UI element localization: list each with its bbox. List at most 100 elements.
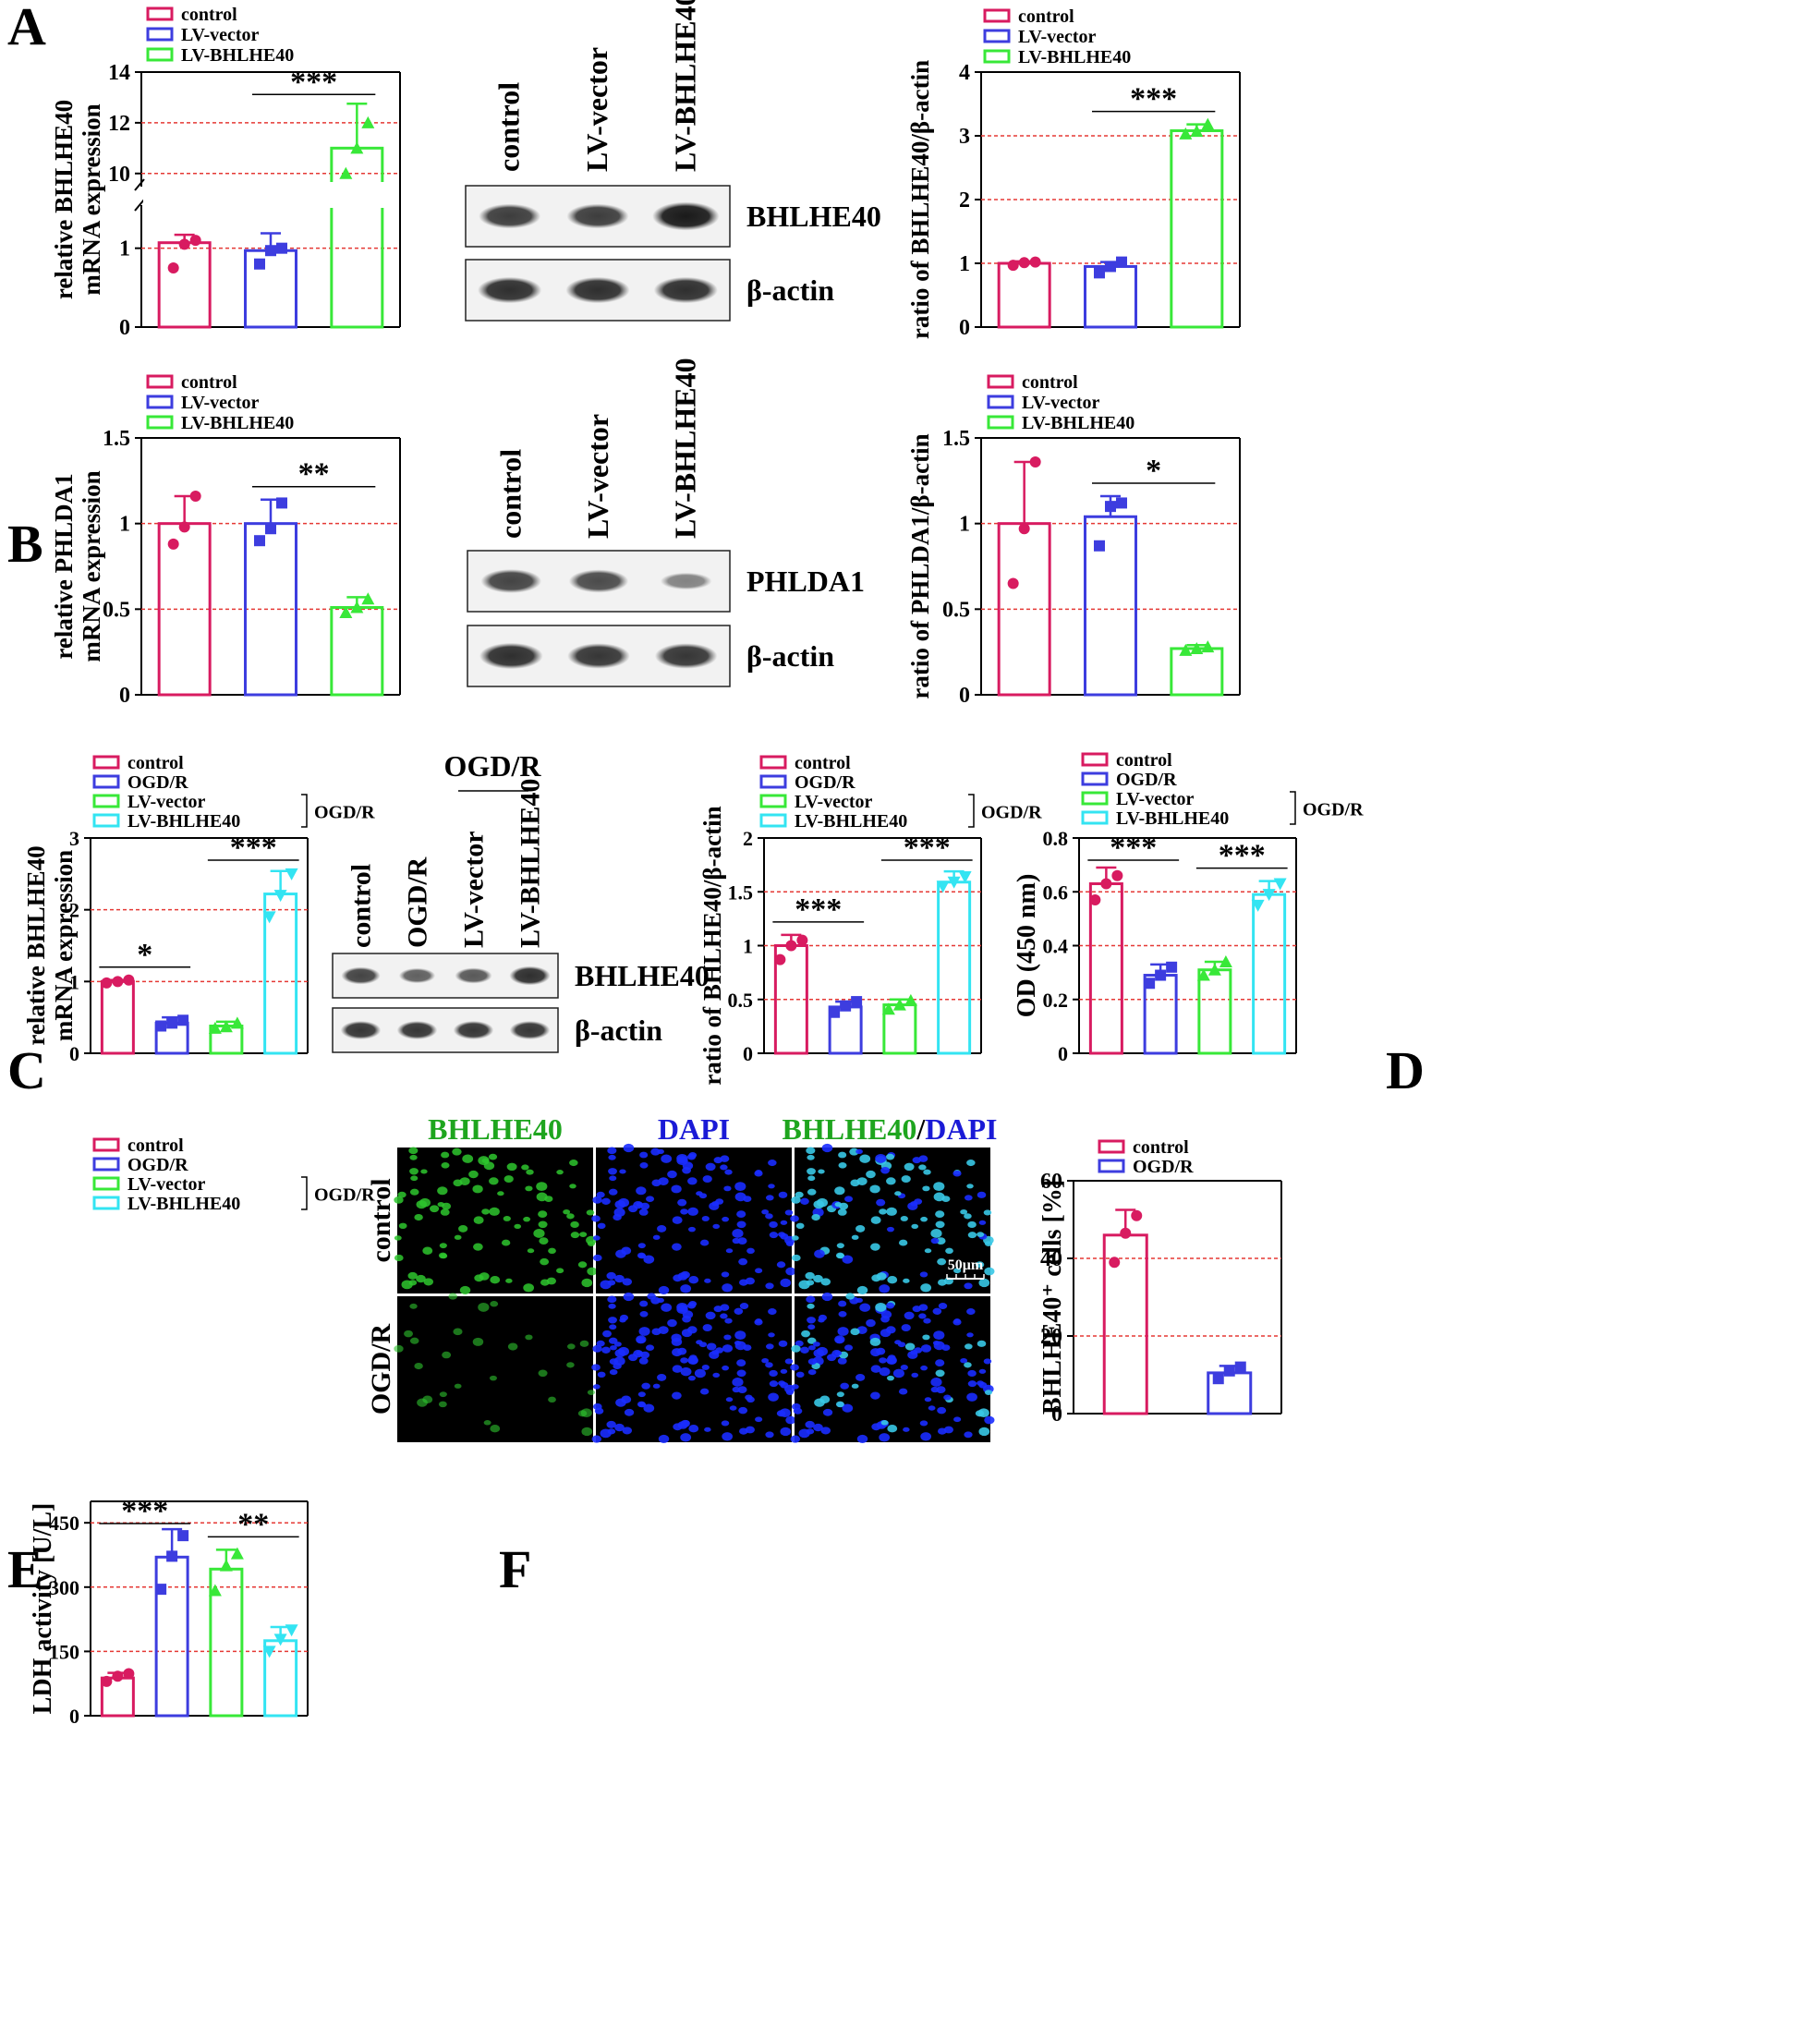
micro-cell: [880, 1329, 892, 1338]
micro-cell: [526, 1169, 534, 1175]
micro-cell: [778, 1340, 788, 1347]
micro-cell: [850, 1179, 860, 1187]
legend-swatch: [1081, 752, 1109, 767]
micro-cell: [738, 1427, 748, 1435]
micro-cell: [876, 1198, 886, 1207]
data-point: [230, 1016, 244, 1029]
legend-label: control: [795, 753, 851, 773]
y-tick-label: 300: [49, 1576, 79, 1599]
y-tick-label: 450: [49, 1512, 79, 1535]
micro-cell: [811, 1213, 820, 1221]
micro-cell: [696, 1340, 703, 1345]
micro-cell: [540, 1257, 550, 1266]
micro-title-part: DAPI: [925, 1112, 997, 1146]
micro-cell: [768, 1160, 777, 1167]
micro-cell: [790, 1364, 799, 1371]
micro-cell: [766, 1343, 774, 1350]
micro-cell: [892, 1368, 904, 1378]
micro-cell: [805, 1420, 815, 1428]
micro-cell: [978, 1278, 990, 1288]
significance-label: *: [137, 938, 152, 972]
micro-cell: [837, 1357, 847, 1365]
legend-bracket-label: OGD/R: [1303, 800, 1364, 820]
micro-cell: [705, 1311, 716, 1320]
micro-cell: [965, 1343, 973, 1350]
micro-cell: [647, 1293, 656, 1300]
micro-cell: [566, 1362, 575, 1368]
scale-bar-label: 50μm: [948, 1257, 984, 1273]
blot-band: [340, 1020, 382, 1040]
micro-cell: [592, 1254, 602, 1262]
bar: [1088, 882, 1123, 1055]
micro-cell: [761, 1208, 770, 1215]
micro-cell: [687, 1207, 698, 1216]
data-point: [166, 1017, 178, 1029]
micro-cell: [722, 1365, 730, 1371]
micro-cell: [676, 1302, 688, 1312]
data-point: [1131, 1209, 1143, 1221]
micro-cell: [414, 1213, 423, 1221]
data-point: [774, 953, 786, 965]
micro-cell: [935, 1210, 945, 1218]
bar: [330, 146, 384, 329]
significance-label: ***: [1130, 82, 1177, 116]
micro-cell: [596, 1191, 605, 1198]
y-tick-label: 14: [108, 61, 130, 85]
legend-label: OGD/R: [795, 772, 855, 793]
micro-cell: [732, 1237, 741, 1245]
micro-cell: [523, 1216, 531, 1222]
micro-cell: [791, 1235, 799, 1241]
micro-cell: [688, 1357, 698, 1365]
micro-cell: [506, 1162, 517, 1172]
micro-cell: [724, 1169, 733, 1175]
data-point: [101, 977, 113, 989]
micro-cell: [736, 1359, 746, 1366]
micro-cell: [687, 1226, 696, 1233]
y-tick-label: 1.5: [103, 427, 130, 451]
micro-cell: [725, 1397, 734, 1403]
micro-cell: [453, 1179, 463, 1187]
micro-cell: [533, 1229, 545, 1238]
micro-cell: [667, 1170, 677, 1179]
axis-break: [134, 178, 145, 191]
micro-cell: [591, 1364, 601, 1371]
micro-cell: [580, 1408, 592, 1418]
micro-background: [397, 1148, 593, 1293]
micro-col-title: DAPI: [658, 1112, 730, 1146]
micro-cell: [887, 1425, 898, 1433]
micro-cell: [837, 1327, 849, 1336]
data-point: [1105, 501, 1116, 513]
blot-band-label: β-actin: [575, 1014, 662, 1047]
micro-cell: [680, 1208, 688, 1215]
micro-cell: [918, 1313, 927, 1319]
micro-cell: [667, 1318, 677, 1328]
y-tick-label: 0: [119, 316, 130, 340]
micro-cell: [652, 1383, 661, 1389]
micro-cell: [591, 1435, 602, 1443]
y-tick-label: 4: [959, 61, 970, 85]
legend-bracket-label: OGD/R: [314, 1185, 375, 1206]
y-tick-label: 0.6: [1043, 880, 1069, 904]
micro-cell: [886, 1207, 897, 1216]
micro-cell: [704, 1278, 711, 1283]
micro-cell: [932, 1307, 942, 1315]
micro-cell: [838, 1151, 847, 1159]
data-point: [1029, 455, 1041, 468]
data-point: [167, 262, 179, 273]
micro-cell: [866, 1318, 876, 1328]
panel-letter-a: A: [7, 0, 46, 56]
micro-cell: [937, 1257, 947, 1266]
data-point: [1094, 540, 1105, 552]
micro-cell: [879, 1357, 887, 1364]
micro-cell: [592, 1196, 602, 1204]
micro-background: [397, 1296, 593, 1442]
legend-swatch: [759, 755, 787, 770]
micro-cell: [613, 1342, 622, 1347]
micro-cell: [930, 1378, 942, 1387]
y-tick-label: 0.8: [1043, 827, 1069, 850]
micro-cell: [960, 1357, 968, 1364]
